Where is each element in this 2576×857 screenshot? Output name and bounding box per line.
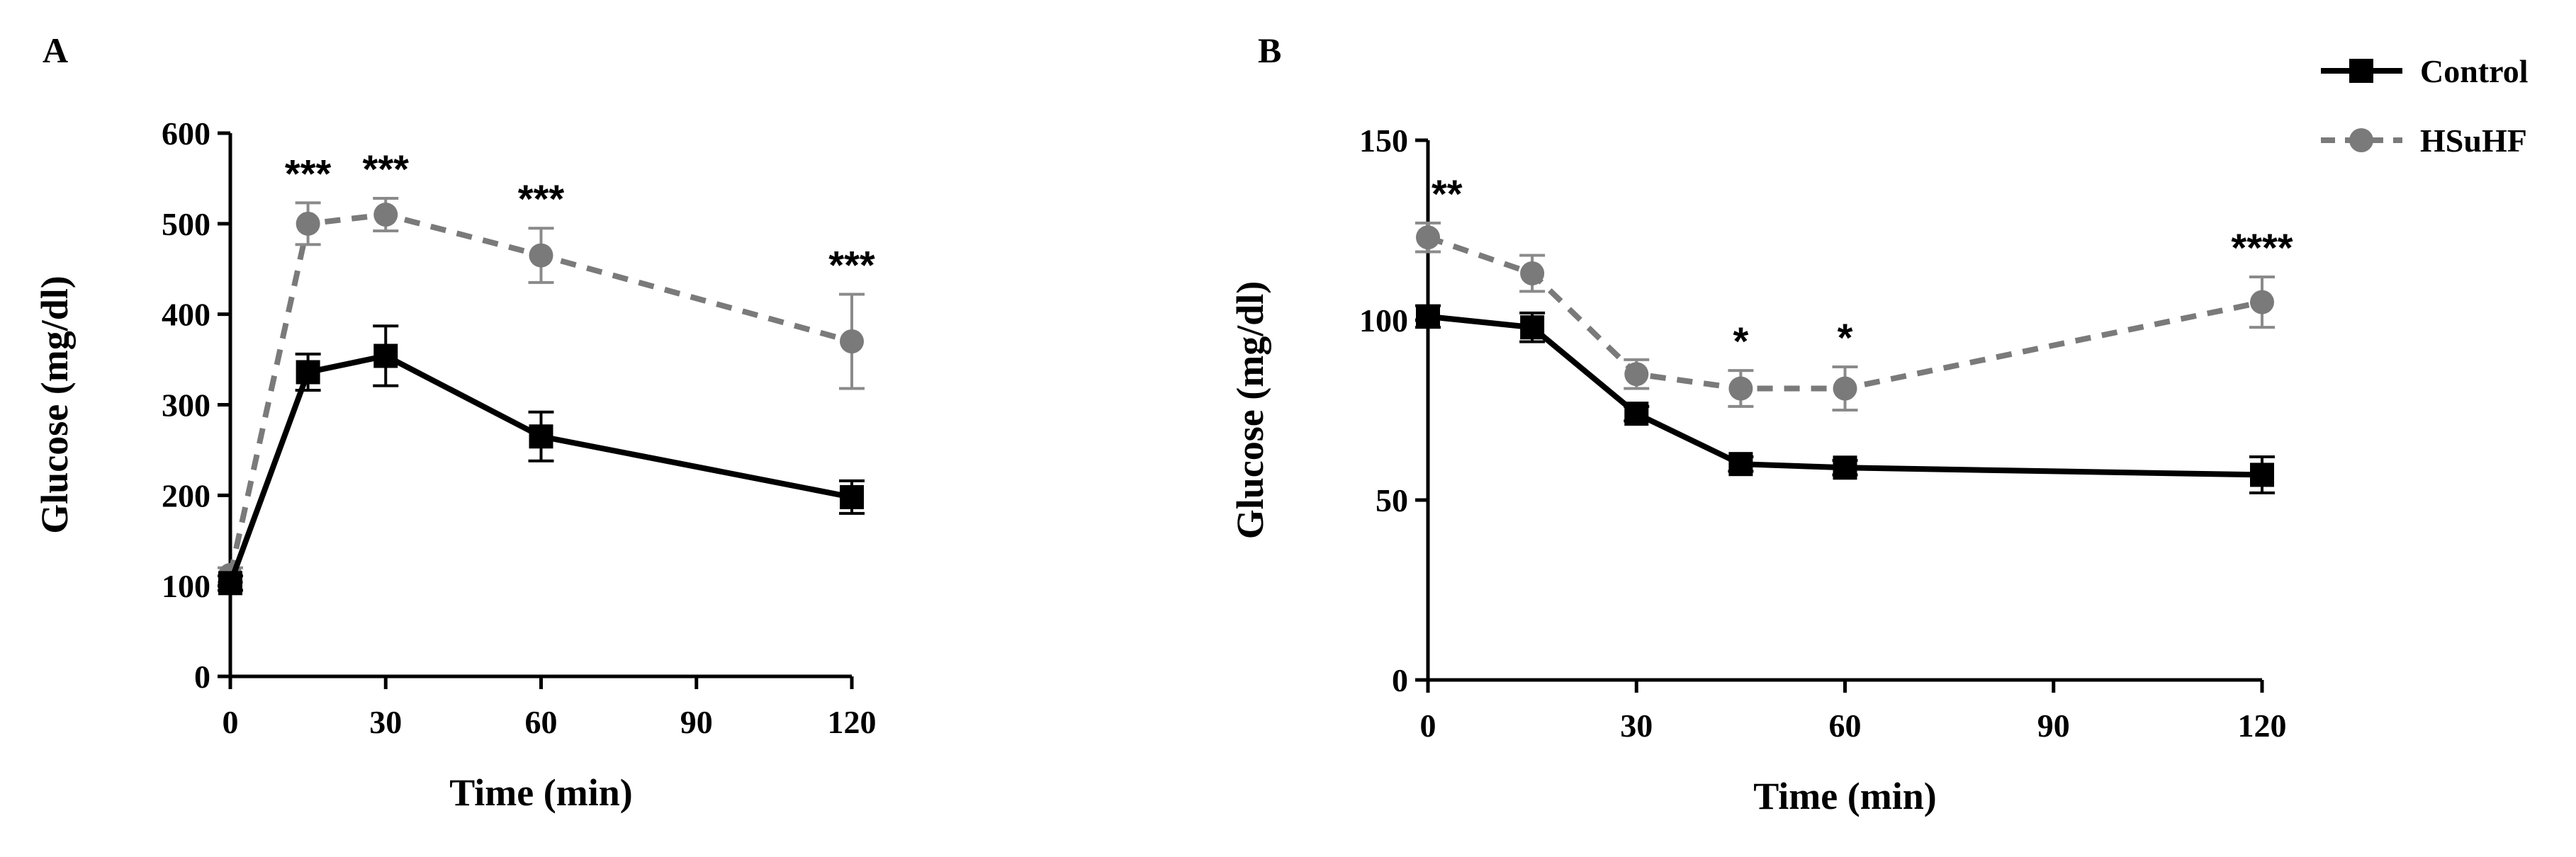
data-point-hsuhf — [1416, 225, 1440, 250]
data-point-hsuhf — [1833, 376, 1857, 401]
data-point-hsuhf — [296, 211, 320, 236]
y-tick-label: 200 — [162, 477, 210, 513]
y-tick-label: 50 — [1376, 482, 1408, 518]
x-tick-label: 60 — [525, 704, 558, 740]
y-axis-title: Glucose (mg/dl) — [33, 276, 76, 533]
x-tick-label: 90 — [2037, 708, 2070, 744]
data-point-control — [529, 424, 553, 449]
x-tick-label: 30 — [1620, 708, 1653, 744]
data-point-hsuhf — [1624, 362, 1649, 387]
y-tick-label: 500 — [162, 206, 210, 242]
y-tick-label: 0 — [194, 659, 210, 695]
y-tick-label: 0 — [1392, 662, 1408, 698]
data-point-hsuhf — [529, 243, 553, 268]
x-tick-label: 30 — [369, 704, 402, 740]
series-line-control — [1427, 313, 2263, 478]
x-tick-label: 0 — [223, 704, 239, 740]
data-point-control — [1416, 304, 1440, 329]
significance-label: *** — [518, 176, 565, 221]
series-line-hsuhf — [1427, 234, 2263, 392]
data-point-hsuhf — [1728, 376, 1753, 401]
data-point-control — [1520, 315, 1545, 340]
data-point-hsuhf — [840, 329, 864, 354]
legend-label-control: Control — [2420, 53, 2529, 89]
significance-label: *** — [285, 151, 332, 195]
x-tick-label: 120 — [828, 704, 877, 740]
y-axis-title: Glucose (mg/dl) — [1229, 281, 1271, 539]
data-point-hsuhf — [1520, 261, 1545, 285]
data-point-control — [1833, 455, 1857, 480]
y-tick-label: 400 — [162, 297, 210, 333]
series-line-control — [227, 353, 853, 584]
legend: Control HSuHF — [2321, 53, 2529, 159]
data-point-hsuhf — [373, 203, 398, 227]
panel-label: A — [43, 30, 68, 70]
x-axis-title: Time (min) — [449, 771, 632, 814]
y-tick-label: 600 — [162, 115, 210, 152]
significance-label: ** — [1432, 171, 1463, 216]
significance-label: *** — [363, 147, 410, 191]
data-point-control — [1624, 402, 1649, 426]
x-axis-title: Time (min) — [1753, 775, 1936, 817]
y-tick-label: 100 — [162, 568, 210, 604]
x-tick-label: 120 — [2238, 708, 2287, 744]
data-point-control — [840, 484, 864, 509]
data-point-control — [1728, 452, 1753, 477]
panel-b: B 0 50 100 150 0 30 60 90 120 Time (min) Glucose (m… — [1229, 30, 2293, 817]
data-point-control — [373, 344, 398, 368]
legend-marker-hsuhf — [2349, 128, 2373, 152]
y-tick-label: 100 — [1359, 302, 1408, 339]
data-point-control — [2250, 462, 2274, 487]
data-point-hsuhf — [2250, 290, 2274, 314]
significance-label: *** — [828, 243, 875, 288]
panel-a: A 0 100 200 300 400 500 600 0 30 60 90 120 Time (min)… — [33, 30, 877, 814]
data-point-control — [218, 571, 242, 596]
x-tick-label: 90 — [680, 704, 713, 740]
x-tick-label: 0 — [1420, 708, 1436, 744]
x-tick-label: 60 — [1829, 708, 1862, 744]
significance-label: * — [1838, 315, 1853, 360]
legend-marker-control — [2349, 59, 2373, 83]
y-tick-label: 300 — [162, 387, 210, 424]
data-point-control — [296, 360, 320, 385]
panel-label: B — [1258, 30, 1281, 70]
significance-label: * — [1733, 319, 1748, 363]
significance-label: **** — [2231, 225, 2293, 270]
y-tick-label: 150 — [1359, 123, 1408, 159]
legend-label-hsuhf: HSuHF — [2420, 123, 2527, 159]
